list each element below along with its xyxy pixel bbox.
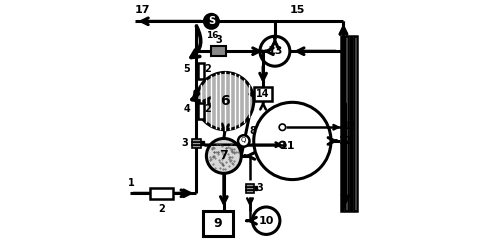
Bar: [192, 145, 200, 148]
Bar: [150, 188, 172, 199]
Text: 17: 17: [135, 5, 150, 15]
Text: 2: 2: [204, 64, 211, 74]
Text: 2: 2: [158, 204, 165, 214]
Bar: [341, 36, 344, 211]
Text: 11: 11: [280, 141, 295, 151]
Bar: [198, 103, 204, 119]
Circle shape: [238, 135, 250, 147]
Bar: [254, 186, 257, 190]
Text: 4: 4: [184, 104, 190, 114]
Text: 16: 16: [206, 30, 219, 40]
Bar: [246, 190, 254, 193]
Text: 3: 3: [182, 138, 188, 148]
Text: 8: 8: [250, 127, 256, 137]
Text: 7: 7: [220, 149, 228, 162]
Bar: [350, 36, 352, 211]
Bar: [346, 36, 348, 211]
Text: 5: 5: [184, 64, 190, 74]
Bar: [212, 47, 226, 56]
Text: 13: 13: [267, 46, 282, 56]
Bar: [201, 141, 203, 145]
Bar: [246, 183, 254, 186]
Text: 14: 14: [256, 89, 270, 99]
Text: Q: Q: [240, 137, 246, 143]
Circle shape: [206, 138, 242, 173]
Circle shape: [196, 72, 254, 130]
Bar: [246, 187, 254, 190]
Text: 1: 1: [128, 178, 135, 188]
Bar: [254, 87, 272, 101]
Text: 12: 12: [343, 121, 356, 131]
Bar: [202, 211, 232, 236]
Bar: [198, 63, 204, 79]
Text: 12: 12: [339, 136, 352, 146]
Text: 9: 9: [214, 217, 222, 230]
Text: 10: 10: [258, 216, 274, 226]
Bar: [354, 36, 357, 211]
Text: S: S: [208, 16, 215, 26]
Text: 6: 6: [220, 94, 230, 108]
Circle shape: [204, 14, 218, 28]
Bar: [192, 139, 200, 142]
Bar: [192, 142, 200, 145]
Text: 15: 15: [290, 5, 305, 15]
Text: 3: 3: [216, 35, 222, 45]
Text: 3: 3: [256, 183, 264, 193]
Text: 2: 2: [204, 104, 211, 114]
